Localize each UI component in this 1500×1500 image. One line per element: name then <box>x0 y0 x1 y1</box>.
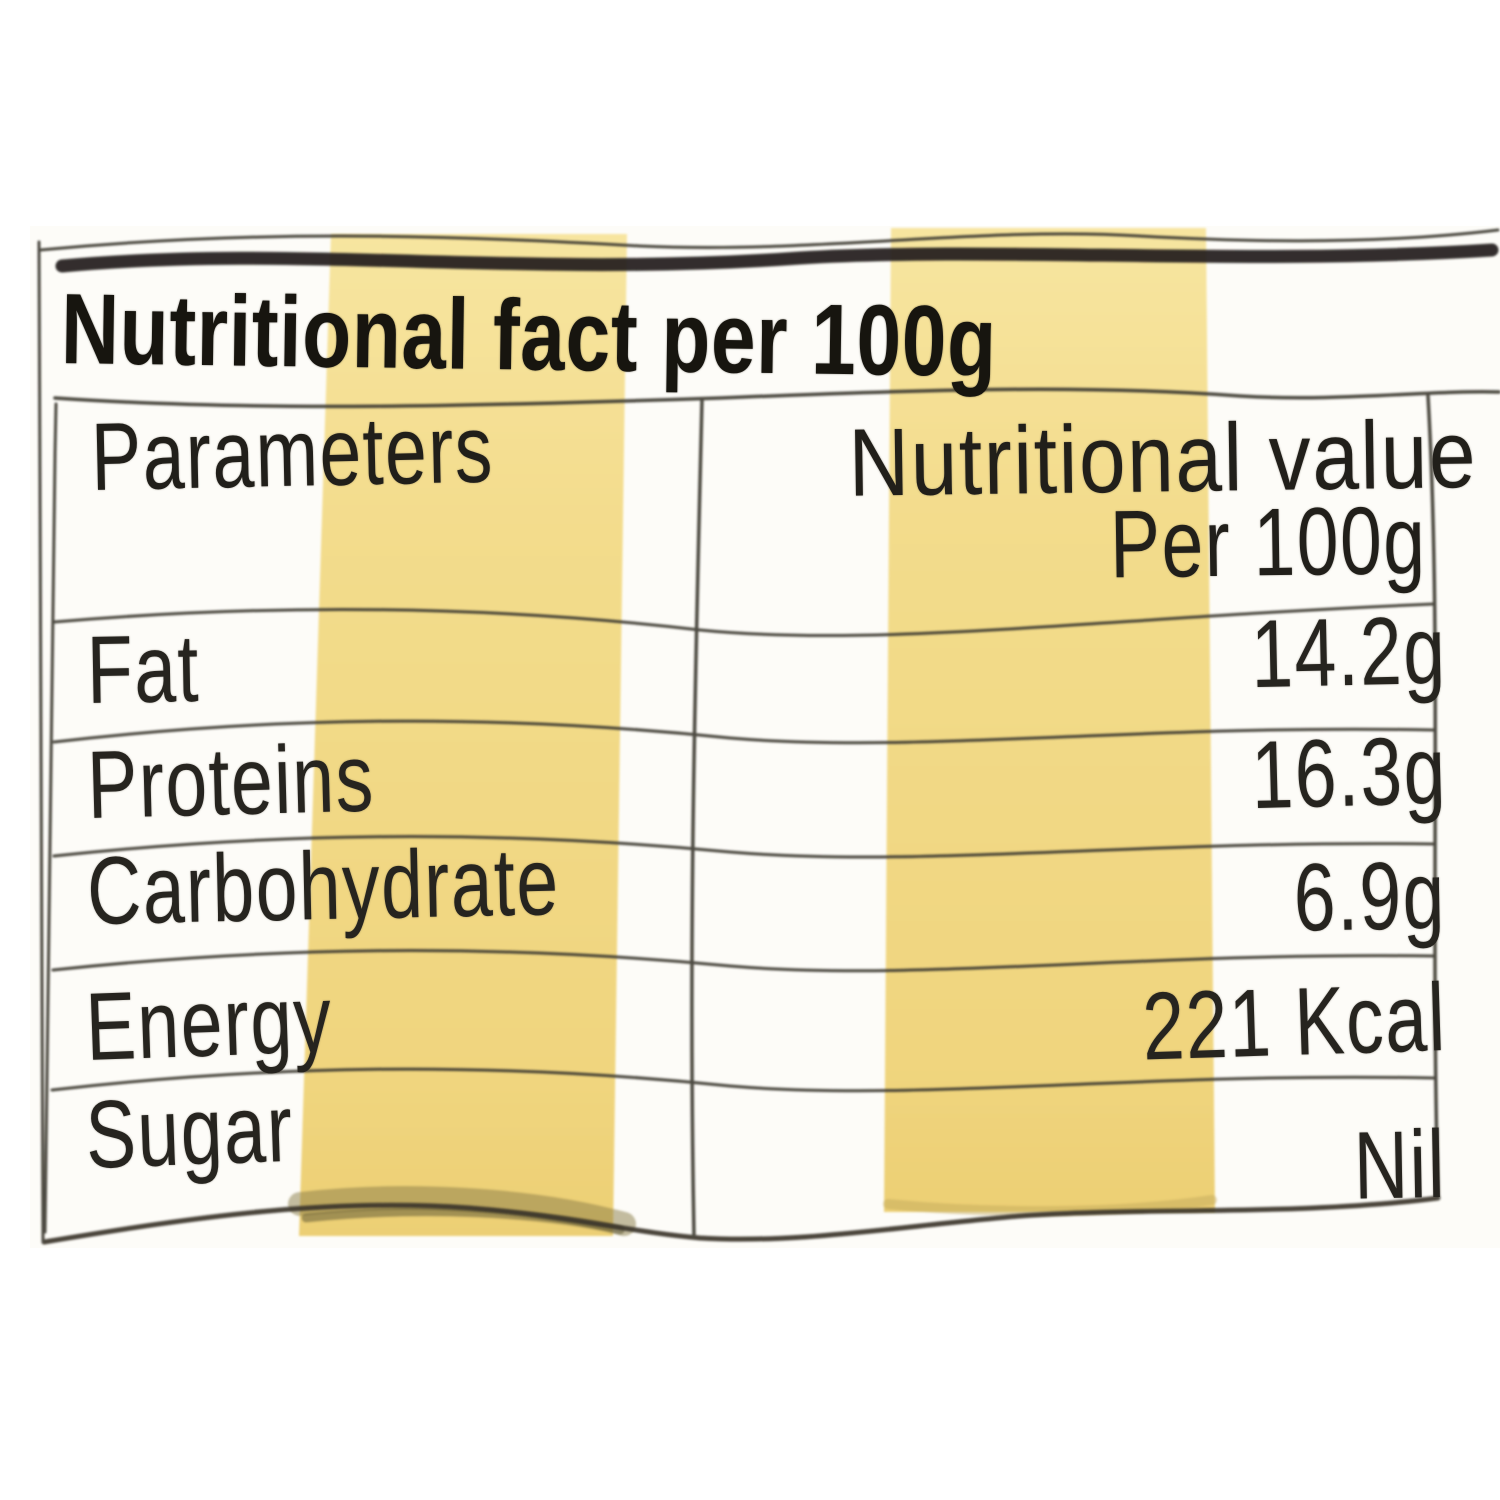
row-proteins-value: 16.3g <box>1249 716 1448 830</box>
row-fat-value: 14.2g <box>1249 596 1448 709</box>
row-sugar-label: Sugar <box>84 1074 296 1189</box>
column-header-parameters: Parameters <box>90 395 495 511</box>
stripe-left <box>299 234 627 1236</box>
row-carbohydrate-value: 6.9g <box>1293 841 1447 952</box>
stripe-right <box>884 228 1215 1212</box>
label-title: Nutritional fact per 100g <box>60 272 998 399</box>
row-energy-value: 221 Kcal <box>1141 963 1449 1081</box>
row-energy-label: Energy <box>84 965 335 1081</box>
row-proteins-label: Proteins <box>86 724 376 839</box>
row-carbohydrate-label: Carbohydrate <box>86 828 561 945</box>
table-rules <box>37 228 1500 1245</box>
row-sugar-value: Nil <box>1353 1110 1447 1220</box>
yellow-stripes <box>288 228 1217 1236</box>
row-fat-label: Fat <box>86 615 201 724</box>
column-header-value-line2: Per 100g <box>1109 486 1428 599</box>
